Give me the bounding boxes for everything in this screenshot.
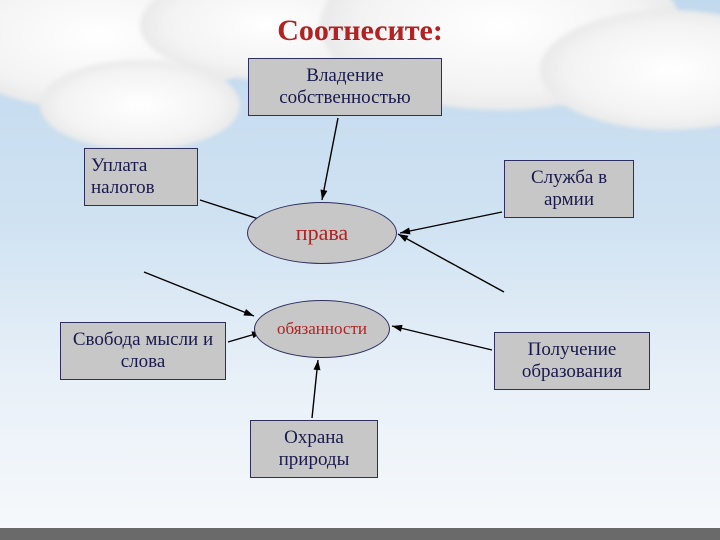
box-education-label: Получение образования [501, 339, 643, 383]
box-freedom: Свобода мысли и слова [60, 322, 226, 380]
box-army-label: Служба в армии [511, 167, 627, 211]
box-army: Служба в армии [504, 160, 634, 218]
box-ownership-label: Владение собственностью [255, 65, 435, 109]
ellipse-duties-label: обязанности [277, 320, 367, 339]
ellipse-rights: права [247, 202, 397, 264]
diagram-stage: Соотнесите: права обязанности Владение с… [0, 0, 720, 540]
box-nature: Охрана природы [250, 420, 378, 478]
box-freedom-label: Свобода мысли и слова [67, 329, 219, 373]
cloud [40, 60, 240, 150]
box-nature-label: Охрана природы [257, 427, 371, 471]
ellipse-duties: обязанности [254, 300, 390, 358]
box-ownership: Владение собственностью [248, 58, 442, 116]
box-taxes: Уплата налогов [84, 148, 198, 206]
box-taxes-label: Уплата налогов [91, 155, 191, 199]
slide-title: Соотнесите: [238, 14, 482, 48]
footer-bar [0, 528, 720, 540]
ellipse-rights-label: права [296, 221, 348, 245]
box-education: Получение образования [494, 332, 650, 390]
